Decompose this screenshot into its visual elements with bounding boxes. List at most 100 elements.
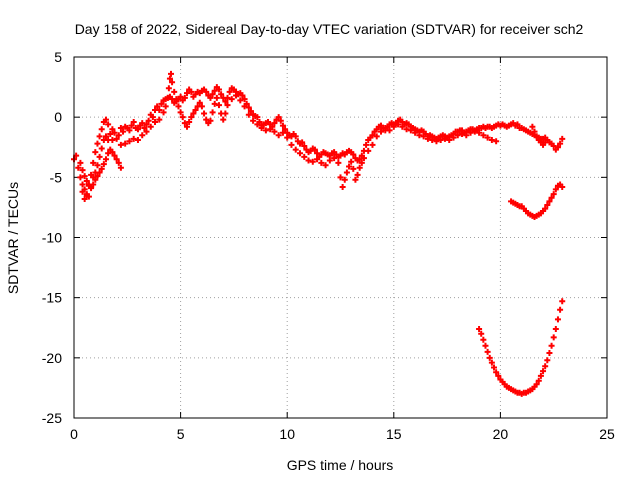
data-point [96,133,103,140]
data-point [533,133,540,140]
data-point [416,132,423,139]
data-point [113,135,120,142]
data-point [271,120,278,127]
data-point [482,342,489,349]
data-point [207,94,214,101]
data-point [550,191,557,198]
data-point [190,110,197,117]
data-point [450,134,457,141]
data-point [282,126,289,133]
data-point [279,122,286,129]
data-point [299,139,306,146]
x-tick-label: 0 [70,426,78,442]
data-point [152,118,159,125]
data-point [484,134,491,141]
data-point [156,106,163,113]
data-point [128,122,135,129]
data-point [271,128,278,135]
data-point [356,164,363,171]
data-point [183,123,190,130]
data-point [75,164,82,171]
data-point [105,121,112,128]
data-point [514,121,521,128]
data-point [542,139,549,146]
data-point [331,155,338,162]
y-tick-labels: -25 -20 -15 -10 -5 0 5 [42,49,62,426]
data-point [228,96,235,103]
data-point [420,133,427,140]
series-sdtvar-lower-arc [508,181,566,221]
data-point [245,104,252,111]
data-point [215,102,222,109]
data-point [544,357,551,364]
data-point [279,129,286,136]
data-point [346,163,353,170]
data-point [386,127,393,134]
data-point [288,141,295,148]
data-point [188,114,195,121]
data-point [166,75,173,82]
data-point [476,129,483,136]
data-point [139,120,146,127]
data-point [529,123,536,130]
data-point [115,159,122,166]
data-point [559,135,566,142]
data-point [254,121,261,128]
data-point [156,116,163,123]
data-point [215,86,222,93]
data-point [533,381,540,388]
data-point [318,159,325,166]
data-point [213,94,220,101]
data-point [301,153,308,160]
data-point [162,103,169,110]
data-point [233,92,240,99]
data-point [209,91,216,98]
data-point [557,306,564,313]
data-point [314,150,321,157]
data-point [203,116,210,123]
data-point [486,354,493,361]
data-point [352,176,359,183]
data-point [218,91,225,98]
data-point [168,70,175,77]
data-point [552,186,559,193]
data-point [531,128,538,135]
data-point [143,121,150,128]
data-point [88,171,95,178]
y-tick-label: -25 [42,410,62,426]
data-point [454,132,461,139]
x-tick-labels: 0 5 10 15 20 25 [70,426,615,442]
data-point [226,88,233,95]
data-point [437,137,444,144]
data-point [92,176,99,183]
data-point [77,174,84,181]
data-point [254,114,261,121]
data-point [149,114,156,121]
data-point [130,135,137,142]
data-point [548,342,555,349]
data-point [358,159,365,166]
data-point [491,364,498,371]
plot-frame [73,56,608,419]
data-point [407,127,414,134]
data-point [81,173,88,180]
data-point [471,128,478,135]
data-point [134,126,141,133]
data-point [373,133,380,140]
data-point [203,88,210,95]
data-point [441,135,448,142]
data-point [433,138,440,145]
data-point [488,137,495,144]
data-point [90,181,97,188]
data-point [542,363,549,370]
data-point [258,124,265,131]
data-point [250,117,257,124]
data-point [120,128,127,135]
data-point [222,98,229,105]
data-point [126,127,133,134]
data-point [79,181,86,188]
data-point [429,137,436,144]
data-point [548,194,555,201]
data-point [354,171,361,178]
data-point [305,157,312,164]
